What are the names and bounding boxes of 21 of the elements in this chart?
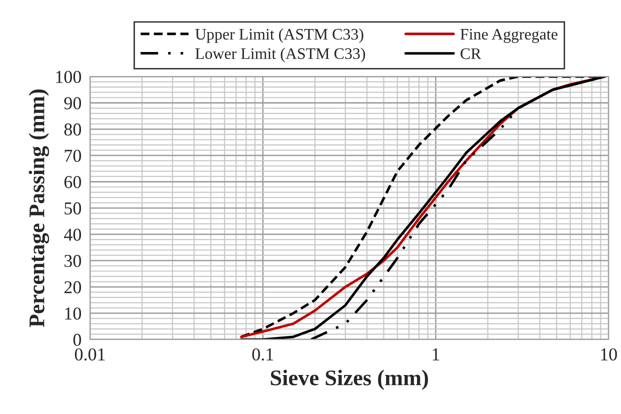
y-tick-label: 100: [56, 70, 82, 84]
x-tick-label: 0.01: [74, 348, 105, 361]
y-tick-label: 30: [64, 254, 82, 268]
y-tick-label: 40: [64, 228, 82, 241]
y-tick-label: 60: [64, 176, 82, 188]
x-tick-label: 10: [601, 348, 617, 361]
x-tick-label: 0.1: [252, 348, 274, 361]
y-tick-label: 70: [64, 150, 82, 162]
legend-label: Lower Limit (ASTM C33): [195, 48, 366, 62]
y-tick-label: 50: [64, 202, 82, 214]
legend-label: Upper Limit (ASTM C33): [195, 28, 364, 43]
legend-label: Fine Aggregate: [460, 28, 558, 43]
y-tick-label: 10: [65, 307, 82, 320]
legend-label: CR: [460, 48, 482, 60]
x-tick-label: 1: [432, 348, 440, 360]
y-tick-label: 80: [64, 123, 82, 136]
y-axis-title: Percentage Passing (mm): [28, 89, 50, 328]
y-tick-label: 90: [64, 97, 82, 110]
y-tick-label: 20: [64, 281, 82, 294]
x-axis-title: Sieve Sizes (mm): [270, 370, 428, 390]
y-tick-label: 0: [73, 334, 82, 346]
